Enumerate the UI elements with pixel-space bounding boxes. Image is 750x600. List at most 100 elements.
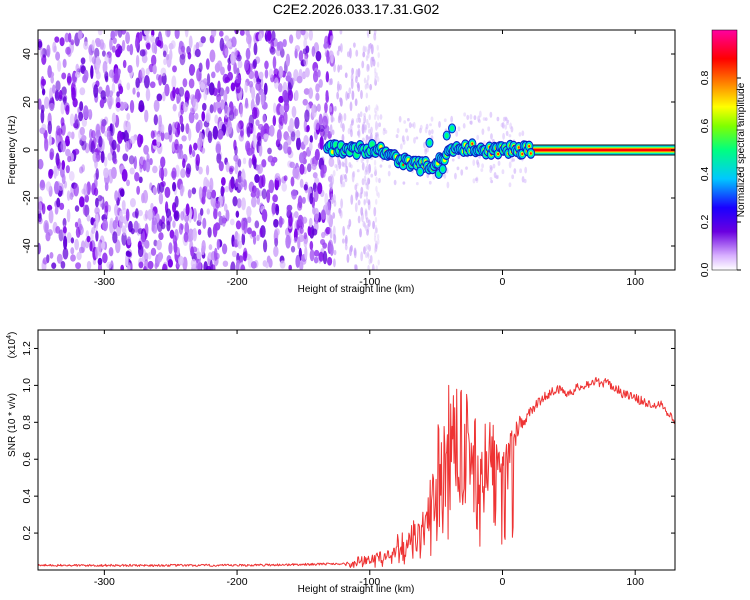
spectrogram-noise-cell xyxy=(187,52,192,60)
spectrogram-noise-cell xyxy=(234,47,238,59)
spectrogram-noise-cell xyxy=(375,265,378,270)
spectrogram-noise-cell xyxy=(62,217,67,228)
spectrogram-noise-cell xyxy=(472,159,476,167)
spectrogram-noise-cell xyxy=(338,112,342,121)
spectrogram-noise-cell xyxy=(466,114,470,120)
spectrogram-noise-cell xyxy=(294,116,300,130)
spectrogram-noise-cell xyxy=(281,182,287,192)
spectrogram-noise-cell xyxy=(216,152,222,164)
spectrogram-noise-cell xyxy=(256,234,260,242)
spectrogram-noise-cell xyxy=(349,47,352,59)
spectrogram-noise-cell xyxy=(133,220,139,233)
spectrogram-noise-cell xyxy=(70,39,75,46)
spectrogram-noise-cell xyxy=(349,164,353,169)
spectrogram-noise-cell xyxy=(356,169,360,173)
spectrogram-noise-cell xyxy=(212,125,219,140)
spectrogram-noise-cell xyxy=(288,264,293,270)
spectrogram-ridge-cell xyxy=(418,169,423,175)
spectrogram-noise-cell xyxy=(156,40,162,47)
spectrogram-noise-cell xyxy=(469,120,472,125)
spectrogram-noise-cell xyxy=(351,118,355,124)
spectrogram-noise-cell xyxy=(350,244,353,253)
spectrogram-noise-cell xyxy=(376,233,380,240)
spectrogram-noise-cell xyxy=(336,83,340,93)
spectrogram-noise-cell xyxy=(49,87,53,101)
spectrogram-noise-cell xyxy=(367,65,370,72)
spectrogram-noise-cell xyxy=(125,208,130,222)
spectrogram-noise-cell xyxy=(165,54,170,61)
spectrogram-noise-cell xyxy=(64,32,70,43)
spectrogram-noise-cell xyxy=(423,141,426,149)
spectrogram-noise-cell xyxy=(74,71,81,78)
spectrogram-noise-cell xyxy=(140,67,146,79)
spectrogram-noise-cell xyxy=(235,259,241,270)
spectrogram-noise-cell xyxy=(48,134,52,147)
spectrogram-noise-cell xyxy=(91,227,96,234)
spectrogram-noise-cell xyxy=(178,86,185,97)
spectrogram-noise-cell xyxy=(231,36,237,48)
spectrogram-noise-cell xyxy=(508,161,512,169)
spectrogram-noise-cell xyxy=(521,175,525,183)
spectrogram-noise-cell xyxy=(303,38,308,49)
spectrogram-noise-cell xyxy=(366,184,370,191)
spectrogram-noise-cell xyxy=(108,90,114,98)
spectrogram-noise-cell xyxy=(47,120,53,135)
spectrogram-noise-cell xyxy=(365,245,368,252)
spectrogram-noise-cell xyxy=(331,117,335,122)
spectrogram-noise-cell xyxy=(124,140,130,153)
spectrogram-noise-cell xyxy=(315,83,320,93)
spectrogram-noise-cell xyxy=(188,35,193,49)
spectrogram-noise-cell xyxy=(126,264,131,270)
spectrogram-noise-cell xyxy=(198,62,203,73)
spectrogram-noise-cell xyxy=(121,232,127,246)
spectrogram-noise-cell xyxy=(138,261,144,269)
spectrogram-noise-cell xyxy=(58,89,63,100)
spectrogram-noise-cell xyxy=(111,139,117,151)
spectrogram-noise-cell xyxy=(52,41,57,53)
spectrogram-noise-cell xyxy=(54,36,60,43)
spectrogram-noise-cell xyxy=(273,102,277,114)
spectrogram-noise-cell xyxy=(125,250,131,257)
spectrogram-x-tick-label: 0 xyxy=(500,276,506,288)
spectrogram-noise-cell xyxy=(233,61,237,75)
spectrogram-noise-cell xyxy=(295,129,301,139)
spectrogram-noise-cell xyxy=(430,129,434,135)
spectrogram-noise-cell xyxy=(350,73,354,82)
spectrogram-noise-cell xyxy=(144,239,150,249)
spectrogram-noise-cell xyxy=(264,60,269,70)
spectrogram-noise-cell xyxy=(65,135,70,147)
spectrogram-noise-cell xyxy=(74,205,80,212)
spectrogram-noise-cell xyxy=(95,70,101,80)
snr-y-tick-label: 0.2 xyxy=(21,526,33,541)
spectrogram-noise-cell xyxy=(69,113,75,127)
spectrogram-noise-cell xyxy=(298,152,305,164)
spectrogram-noise-cell xyxy=(132,87,136,95)
snr-x-tick-label: -200 xyxy=(227,576,248,588)
spectrogram-noise-cell xyxy=(377,259,380,266)
spectrogram-noise-cell xyxy=(376,190,379,197)
spectrogram-noise-cell xyxy=(373,32,377,41)
spectrogram-noise-cell xyxy=(93,84,99,98)
spectrogram-noise-cell xyxy=(95,230,99,242)
spectrogram-noise-cell xyxy=(45,181,52,192)
spectrogram-noise-cell xyxy=(282,38,287,48)
spectrogram-noise-cell xyxy=(117,130,123,144)
spectrogram-noise-cell xyxy=(489,177,493,181)
spectrogram-noise-cell xyxy=(205,112,211,123)
spectrogram-noise-cell xyxy=(268,179,275,194)
snr-x-tick-label: 0 xyxy=(500,576,506,588)
spectrogram-noise-cell xyxy=(55,80,61,92)
spectrogram-noise-cell xyxy=(227,63,232,72)
colorbar-tick-label: 0.2 xyxy=(699,215,711,230)
spectrogram-noise-cell xyxy=(314,148,320,161)
spectrogram-noise-cell xyxy=(353,249,357,259)
spectrogram-noise-cell xyxy=(367,136,370,140)
spectrogram-noise-cell xyxy=(168,242,173,255)
spectrogram-noise-cell xyxy=(342,181,346,188)
spectrogram-noise-cell xyxy=(59,202,65,211)
spectrogram-noise-cell xyxy=(233,139,237,151)
colorbar-frame xyxy=(711,29,738,271)
snr-y-tick-label: 0.8 xyxy=(21,415,33,430)
spectrogram-noise-cell xyxy=(347,224,350,230)
spectrogram-noise-cell xyxy=(377,238,380,245)
